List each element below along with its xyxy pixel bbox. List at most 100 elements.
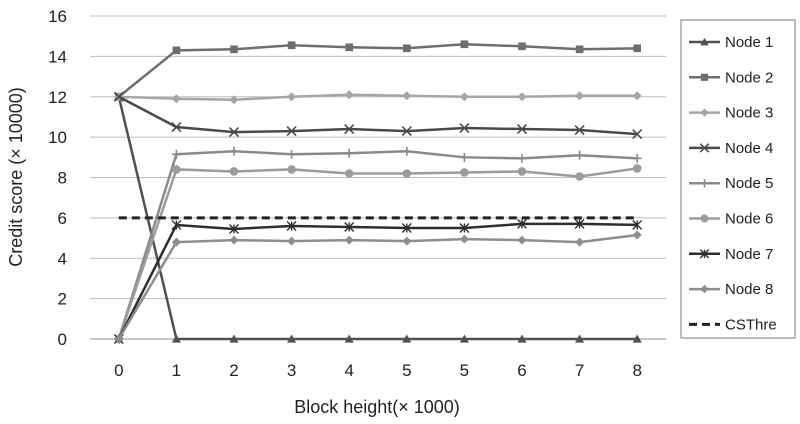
legend: Node 1 Node 2 Node 3 Node 4 Node 5 Node 6 Node…	[680, 19, 796, 339]
data-point-marker	[517, 92, 527, 102]
data-point-marker	[113, 91, 124, 102]
y-tick-label: 2	[58, 290, 67, 309]
data-point-marker	[286, 220, 297, 231]
data-point-marker	[402, 91, 412, 101]
x-tick-label: 6	[517, 361, 526, 380]
series-line	[117, 167, 638, 340]
data-point-marker	[632, 153, 642, 163]
legend-item: CSThre	[689, 316, 777, 333]
series-line	[117, 96, 638, 341]
series-node-2	[114, 40, 642, 101]
data-point-marker	[700, 284, 709, 294]
legend-label: Node 6	[725, 211, 773, 228]
data-point-marker	[575, 237, 585, 247]
data-point-marker	[172, 165, 181, 174]
legend-label: Node 7	[725, 246, 773, 263]
series-line	[117, 150, 638, 340]
data-point-marker	[229, 235, 239, 245]
data-point-marker	[402, 146, 412, 156]
series-node-8	[114, 230, 642, 344]
data-point-marker	[517, 153, 527, 163]
x-tick-label: 5	[402, 361, 411, 380]
data-point-marker	[700, 179, 709, 188]
data-point-marker	[700, 108, 709, 117]
data-point-marker	[345, 43, 354, 52]
data-point-marker	[575, 172, 584, 181]
y-axis-title: Credit score (× 10000)	[6, 87, 26, 267]
data-point-marker	[459, 222, 470, 233]
y-tick-label: 16	[48, 7, 67, 26]
legend-item: Node 2	[689, 69, 773, 86]
x-tick-label: 5	[460, 361, 469, 380]
y-tick-label: 0	[58, 330, 67, 349]
y-axis-tick-labels: 0 2 4 6 8 10 12 14 16	[48, 7, 67, 349]
data-point-marker	[459, 92, 469, 102]
data-point-marker	[402, 334, 412, 343]
data-point-marker	[230, 45, 238, 54]
data-point-marker	[460, 40, 469, 49]
legend-item: Node 1	[689, 34, 773, 51]
data-point-marker	[114, 334, 124, 344]
data-point-marker	[229, 334, 239, 343]
legend-label: Node 8	[725, 281, 773, 298]
data-point-marker	[344, 90, 354, 100]
data-point-marker	[459, 334, 469, 343]
data-point-marker	[287, 92, 297, 102]
data-point-marker	[287, 149, 297, 159]
data-point-marker	[574, 124, 585, 136]
x-tick-label: 1	[172, 361, 181, 380]
data-point-marker	[518, 42, 526, 51]
data-point-marker	[171, 334, 181, 343]
data-point-marker	[171, 121, 182, 133]
data-point-marker	[171, 94, 181, 104]
legend-item: Node 3	[689, 105, 773, 122]
data-point-marker	[632, 334, 642, 343]
data-point-marker	[228, 127, 240, 138]
data-point-marker	[401, 126, 412, 137]
data-point-marker	[171, 237, 181, 247]
data-point-marker	[229, 223, 239, 234]
data-point-marker	[344, 148, 354, 158]
data-point-marker	[172, 46, 181, 55]
data-point-marker	[699, 249, 710, 259]
data-point-marker	[402, 169, 412, 178]
x-tick-label: 7	[575, 361, 584, 380]
data-point-marker	[171, 149, 181, 159]
legend-item: Node 8	[689, 281, 773, 298]
legend-box	[680, 19, 796, 339]
series-line	[118, 43, 638, 98]
series-node-3	[114, 90, 642, 105]
y-tick-label: 10	[48, 128, 67, 147]
data-point-marker	[517, 218, 527, 229]
data-point-marker	[632, 164, 642, 173]
data-point-marker	[517, 167, 527, 176]
data-point-marker	[287, 334, 297, 343]
data-point-marker	[287, 41, 296, 50]
data-series	[113, 40, 643, 344]
data-point-marker	[575, 150, 585, 160]
data-point-marker	[700, 73, 709, 81]
data-point-marker	[575, 45, 584, 54]
data-point-marker	[575, 91, 585, 101]
data-point-marker	[574, 218, 585, 229]
series-node-5	[114, 146, 642, 344]
data-point-marker	[700, 214, 709, 223]
data-point-marker	[344, 235, 354, 245]
data-point-marker	[517, 235, 527, 245]
x-axis-tick-labels: 0 1 2 3 4 5 5 6 7 8	[114, 361, 642, 380]
data-point-marker	[459, 234, 469, 244]
data-point-marker	[229, 146, 239, 156]
legend-label: Node 2	[725, 69, 773, 86]
data-point-marker	[402, 44, 411, 53]
y-tick-label: 8	[58, 169, 67, 188]
series-node-4	[113, 91, 643, 140]
legend-item: Node 5	[689, 175, 773, 192]
x-tick-label: 3	[287, 361, 296, 380]
data-point-marker	[632, 129, 643, 140]
series-line	[118, 95, 638, 136]
series-line	[117, 233, 638, 340]
data-point-marker	[171, 219, 182, 230]
x-tick-label: 0	[114, 361, 123, 380]
data-point-marker	[401, 222, 412, 233]
legend-item: Node 6	[689, 211, 773, 228]
